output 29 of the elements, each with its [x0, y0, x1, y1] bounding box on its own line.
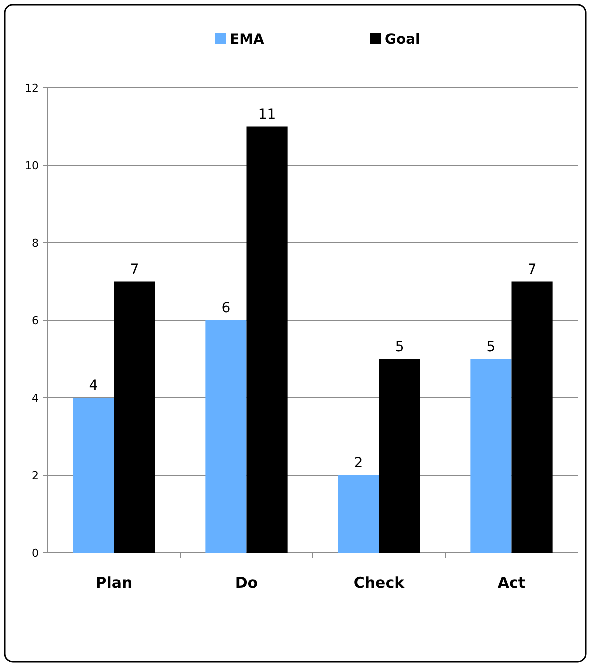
legend-label: EMA: [230, 32, 264, 48]
x-tick-label: Plan: [96, 574, 133, 592]
data-label: 5: [395, 339, 404, 356]
y-tick-label: 4: [32, 392, 39, 405]
bar: [206, 320, 247, 553]
data-label: 2: [354, 456, 364, 472]
bar: [379, 359, 420, 553]
data-label: 11: [258, 106, 276, 123]
y-tick-label: 2: [32, 470, 39, 482]
y-tick-label: 10: [25, 160, 39, 172]
data-label: 7: [130, 262, 140, 278]
legend-label: Goal: [385, 32, 420, 48]
data-label: 5: [486, 339, 496, 356]
y-tick-label: 0: [32, 547, 39, 560]
bar: [73, 398, 114, 553]
bar: [114, 282, 156, 553]
y-tick-label: 12: [25, 82, 39, 95]
x-tick-label: Do: [235, 574, 258, 592]
bar: [512, 282, 553, 553]
y-tick-label: 6: [32, 314, 39, 328]
x-tick-label: Act: [498, 574, 526, 592]
data-label: 6: [222, 300, 231, 316]
x-tick-label: Check: [354, 574, 406, 592]
bar: [470, 359, 512, 553]
y-tick-label: 8: [32, 237, 39, 250]
data-label: 4: [89, 378, 98, 394]
bar: [246, 126, 288, 553]
bar: [338, 476, 380, 553]
data-label: 7: [528, 262, 537, 278]
